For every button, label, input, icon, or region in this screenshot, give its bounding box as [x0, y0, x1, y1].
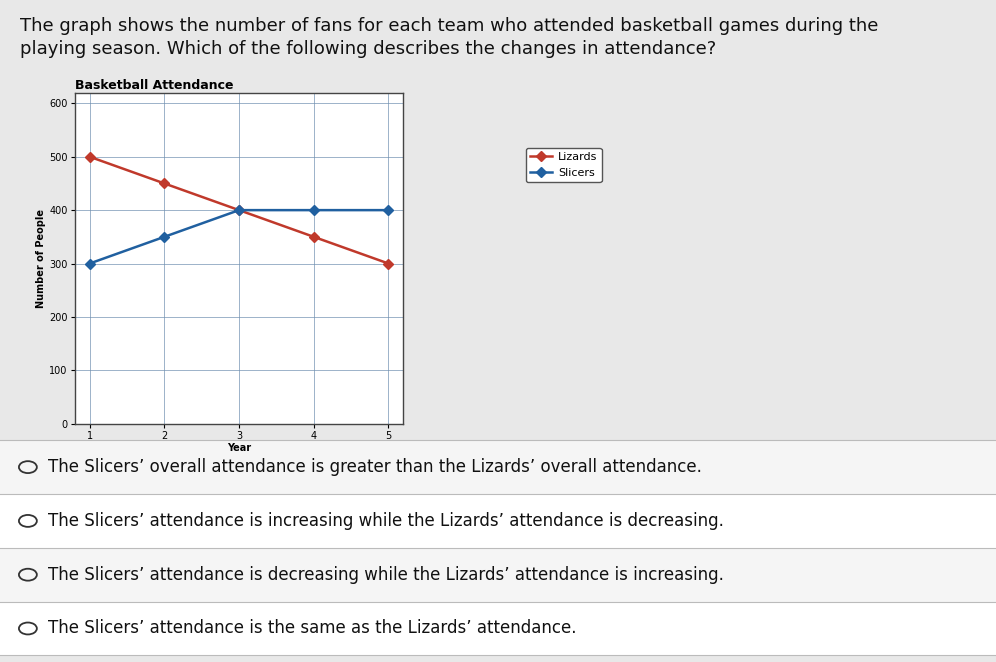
Slicers: [158, 233, 170, 241]
Lizards: [308, 233, 320, 241]
Lizards: [382, 260, 394, 267]
Slicers: [233, 206, 245, 214]
Slicers: [382, 206, 394, 214]
Lizards: [84, 153, 96, 161]
Y-axis label: Number of People: Number of People: [37, 209, 47, 308]
Lizards: [233, 206, 245, 214]
X-axis label: Year: Year: [227, 444, 251, 453]
Line: Lizards: Lizards: [87, 154, 391, 267]
Text: The Slicers’ attendance is decreasing while the Lizards’ attendance is increasin: The Slicers’ attendance is decreasing wh…: [48, 566, 724, 584]
Legend: Lizards, Slicers: Lizards, Slicers: [526, 148, 602, 182]
Line: Slicers: Slicers: [87, 207, 391, 267]
Text: The Slicers’ attendance is increasing while the Lizards’ attendance is decreasin: The Slicers’ attendance is increasing wh…: [48, 512, 724, 530]
Slicers: [84, 260, 96, 267]
Text: Basketball Attendance: Basketball Attendance: [75, 79, 233, 91]
Lizards: [158, 179, 170, 187]
Text: The Slicers’ overall attendance is greater than the Lizards’ overall attendance.: The Slicers’ overall attendance is great…: [48, 458, 702, 476]
Text: The Slicers’ attendance is the same as the Lizards’ attendance.: The Slicers’ attendance is the same as t…: [48, 620, 577, 638]
Slicers: [308, 206, 320, 214]
Text: The graph shows the number of fans for each team who attended basketball games d: The graph shows the number of fans for e…: [20, 17, 878, 58]
